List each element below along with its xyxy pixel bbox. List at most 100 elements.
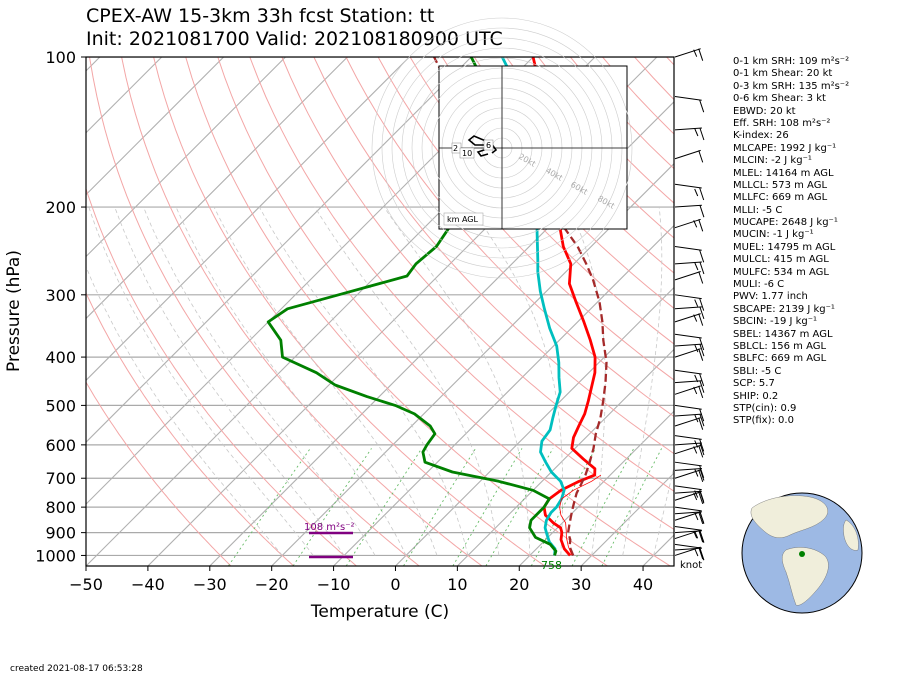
wind-barb-flag <box>699 439 705 452</box>
y-tick-label: 800 <box>45 498 76 517</box>
isotherm <box>209 101 674 566</box>
x-tick-label: −20 <box>255 575 289 594</box>
wind-barb-flag <box>699 409 705 422</box>
y-axis: 100 200 300 400 500 600 700 800 900 1000 <box>35 48 86 565</box>
wind-barb-flag <box>699 373 705 387</box>
y-tick-label: 300 <box>45 286 76 305</box>
wind-barb <box>674 218 701 229</box>
index-line: MLLCL: 573 m AGL <box>733 179 828 191</box>
wind-barb-flag <box>699 306 705 320</box>
moist-adiabat <box>622 206 663 556</box>
wind-barb <box>674 48 701 58</box>
wind-barb <box>674 183 702 189</box>
index-line: STP(fix): 0.0 <box>733 415 794 427</box>
index-line: SBCAPE: 2139 J kg⁻¹ <box>733 303 835 315</box>
wind-barb-flag <box>693 446 698 454</box>
wind-barb-flag <box>693 49 698 57</box>
index-line: SBEL: 14367 m AGL <box>733 328 833 340</box>
wind-barb <box>674 543 702 549</box>
x-axis-label: Temperature (C) <box>310 602 449 622</box>
wind-barb-flag <box>698 469 704 483</box>
isotherm <box>86 57 472 443</box>
moist-adiabat <box>470 206 564 556</box>
dry-adiabat <box>377 57 674 381</box>
hodo-height-label: 6 <box>486 141 491 150</box>
x-tick-label: 0 <box>390 575 400 594</box>
index-line: MLEL: 14164 m AGL <box>733 167 834 179</box>
srh-markers: 108 m²s⁻² 758 <box>304 522 562 572</box>
index-line: Eff. SRH: 108 m²s⁻² <box>733 117 831 129</box>
wind-barb <box>674 435 702 440</box>
wind-barb-flag <box>698 417 704 430</box>
index-line: K-index: 26 <box>733 130 789 142</box>
y-tick-label: 1000 <box>35 546 76 565</box>
index-line: MLCIN: -2 J kg⁻¹ <box>733 155 812 167</box>
x-tick-label: 40 <box>633 575 653 594</box>
moist-adiabat <box>114 206 345 556</box>
index-line: 0-3 km SRH: 135 m²s⁻² <box>733 80 850 92</box>
index-line: SBLCL: 156 m AGL <box>733 340 827 352</box>
isotherm <box>456 348 674 566</box>
lcl-label: 758 <box>541 559 562 572</box>
chart-subtitle: Init: 2021081700 Valid: 202108180900 UTC <box>86 28 503 50</box>
parcel-trace-line <box>433 57 608 556</box>
index-line: MULFC: 534 m AGL <box>733 266 829 278</box>
wind-barb-flag <box>699 100 705 113</box>
x-axis: −50 −40 −30 −20 −10 0 10 20 30 40 <box>69 566 653 594</box>
hodo-legend: km AGL <box>447 215 479 224</box>
profile-line <box>531 57 597 557</box>
srh-label: 108 m²s⁻² <box>304 522 355 533</box>
wind-barb-flag <box>698 511 704 525</box>
wind-barb <box>674 271 701 281</box>
wind-barb-flag <box>699 530 705 543</box>
wind-barb-flag <box>694 299 699 307</box>
wind-barb-flag <box>698 491 704 505</box>
x-tick-label: −40 <box>131 575 165 594</box>
y-tick-label: 400 <box>45 348 76 367</box>
y-tick-label: 500 <box>45 396 76 415</box>
mixing-ratio-line <box>292 448 372 566</box>
wind-barb-flag <box>699 547 705 561</box>
wind-barb-flag <box>698 271 704 284</box>
dry-adiabat <box>473 57 674 274</box>
wind-barb <box>674 204 702 208</box>
chart-title: CPEX-AW 15-3km 33h fcst Station: tt <box>86 5 435 27</box>
wind-barb-flag <box>694 469 699 477</box>
wind-barb <box>674 380 702 384</box>
wind-barb-flag <box>698 546 704 560</box>
wind-barb-flag <box>699 343 705 357</box>
wind-barb-flag <box>694 344 699 353</box>
isotherm <box>395 286 674 566</box>
wind-barb-flag <box>698 530 704 543</box>
index-line: 0-6 km Shear: 3 kt <box>733 93 826 105</box>
wind-barb <box>674 511 701 521</box>
wind-barb <box>674 526 702 531</box>
index-line: MLCAPE: 1992 J kg⁻¹ <box>733 142 837 154</box>
x-tick-label: 10 <box>447 575 467 594</box>
x-tick-label: 30 <box>571 575 591 594</box>
index-line: MULI: -6 C <box>733 279 785 291</box>
hodo-ring <box>371 17 633 279</box>
wind-barb-flag <box>694 548 699 557</box>
y-tick-label: 700 <box>45 469 76 488</box>
wind-barb-flag <box>699 491 705 504</box>
moist-adiabat <box>258 206 469 556</box>
dry-adiabat <box>217 57 671 566</box>
wind-barbs <box>674 48 705 561</box>
wind-barb-flag <box>693 314 698 322</box>
y-tick-label: 100 <box>45 48 76 67</box>
mixing-ratio-line <box>485 448 554 566</box>
y-tick-label: 200 <box>45 198 76 217</box>
wind-barb <box>674 468 702 471</box>
y-tick-label: 900 <box>45 524 76 543</box>
wind-barb-flag <box>699 413 705 427</box>
moist-adiabat <box>653 465 674 556</box>
wind-barb-flag <box>699 127 705 141</box>
wind-barb <box>674 261 702 265</box>
wind-barb <box>674 485 702 491</box>
isotherm <box>86 57 348 320</box>
index-line: MLLI: -5 C <box>733 204 783 216</box>
index-line: SBLFC: 669 m AGL <box>733 353 827 365</box>
moist-adiabat <box>314 206 500 556</box>
